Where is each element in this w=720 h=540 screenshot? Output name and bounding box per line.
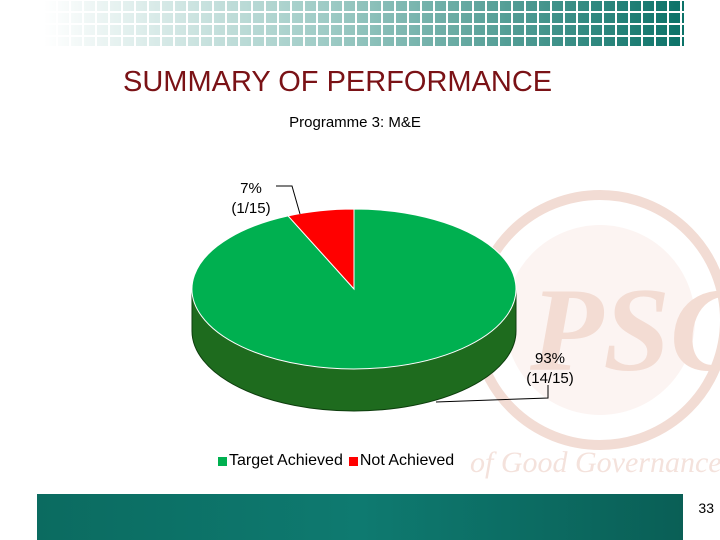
legend-swatch-not-achieved bbox=[348, 456, 358, 466]
slide-title: SUMMARY OF PERFORMANCE bbox=[123, 66, 553, 98]
legend-item-target-achieved: Target Achieved bbox=[218, 452, 343, 470]
legend-label-achieved: Target Achieved bbox=[229, 452, 343, 469]
legend-swatch-achieved bbox=[218, 456, 227, 466]
leader-line-not-achieved bbox=[276, 185, 301, 215]
page-number: 33 bbox=[698, 500, 714, 516]
leader-line-achieved bbox=[435, 385, 549, 403]
data-label-not-achieved-line2: (1/15) bbox=[231, 200, 270, 217]
legend-item-not-achieved: Not Achieved bbox=[348, 452, 455, 470]
pie-slice-not-achieved bbox=[287, 208, 355, 291]
svg-text:of Good Governance: of Good Governance bbox=[470, 446, 720, 479]
svg-text:PSC: PSC bbox=[529, 263, 720, 396]
data-label-not-achieved-line1: 7% bbox=[240, 180, 262, 197]
legend-label-not-achieved: Not Achieved bbox=[359, 452, 455, 469]
header-gradient-band bbox=[44, 0, 684, 46]
pie-top-faces bbox=[191, 208, 517, 370]
data-label-achieved-line2: (14/15) bbox=[526, 370, 574, 387]
chart-legend: Target Achieved Not Achieved bbox=[218, 452, 460, 470]
data-label-achieved-line1: 93% bbox=[535, 350, 565, 367]
chart-title: Programme 3: M&E bbox=[289, 114, 421, 131]
footer-band bbox=[37, 494, 683, 540]
pie-data-labels: 93% (14/15) 7% (1/15) bbox=[231, 180, 574, 403]
